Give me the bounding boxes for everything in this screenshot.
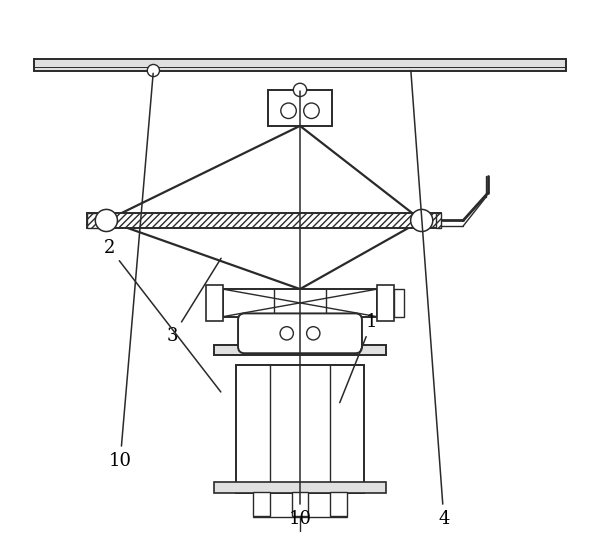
Text: 2: 2 bbox=[103, 239, 221, 392]
Circle shape bbox=[307, 327, 320, 340]
Bar bbox=[206, 285, 223, 321]
Text: 4: 4 bbox=[411, 71, 449, 528]
Bar bbox=[253, 492, 269, 516]
Bar bbox=[394, 289, 404, 317]
Circle shape bbox=[148, 64, 160, 77]
Bar bbox=[236, 365, 364, 493]
Bar bbox=[331, 492, 347, 516]
Text: 10: 10 bbox=[289, 91, 311, 528]
Text: 3: 3 bbox=[167, 258, 221, 345]
Bar bbox=[34, 59, 566, 71]
Bar bbox=[87, 213, 104, 228]
Bar bbox=[292, 492, 308, 516]
Circle shape bbox=[293, 83, 307, 97]
Text: 10: 10 bbox=[109, 73, 153, 470]
Bar bbox=[87, 213, 441, 228]
FancyBboxPatch shape bbox=[238, 314, 362, 353]
Circle shape bbox=[95, 210, 118, 231]
Circle shape bbox=[304, 103, 319, 118]
Bar bbox=[214, 345, 386, 355]
Bar bbox=[436, 213, 441, 228]
Bar bbox=[223, 289, 377, 317]
Bar bbox=[268, 90, 332, 126]
Bar bbox=[214, 481, 386, 493]
Bar bbox=[377, 285, 394, 321]
Circle shape bbox=[410, 210, 433, 231]
Circle shape bbox=[281, 103, 296, 118]
Circle shape bbox=[280, 327, 293, 340]
Text: 1: 1 bbox=[340, 313, 377, 403]
